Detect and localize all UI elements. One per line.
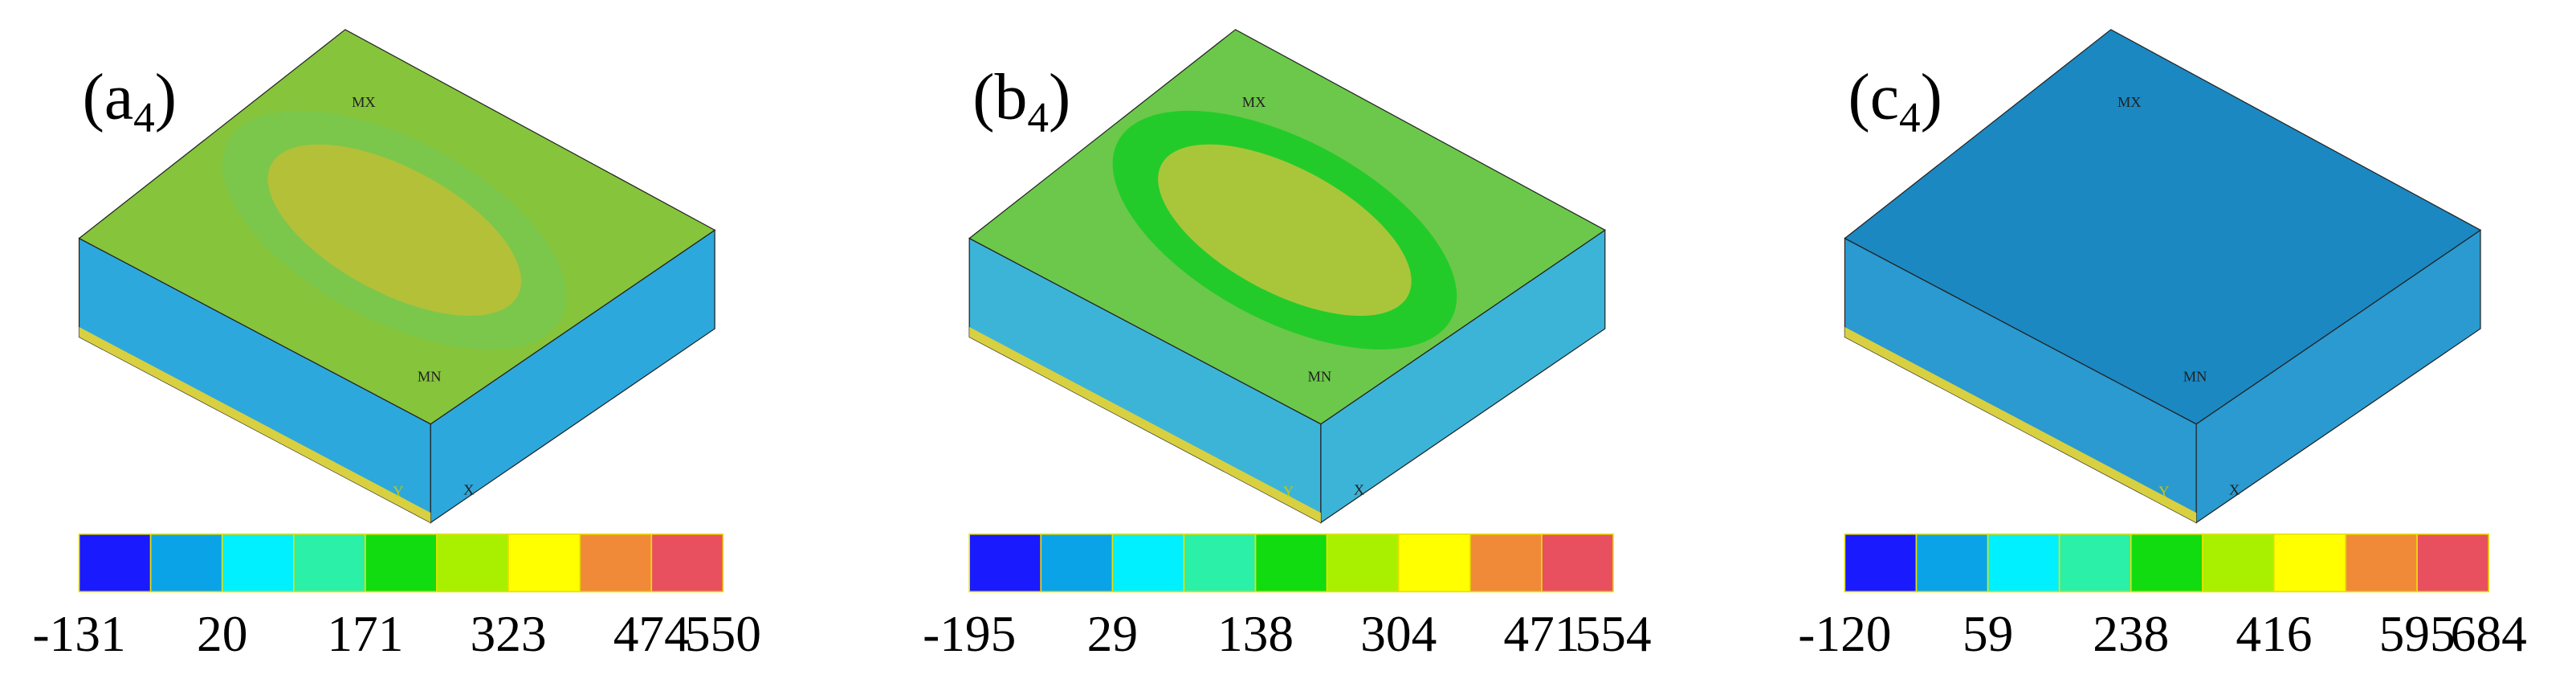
colorbar-segment xyxy=(2130,533,2203,593)
colorbar-segment xyxy=(365,533,438,593)
colorbar-tick-label: 474 xyxy=(613,606,690,662)
colorbar-segment xyxy=(1844,533,1918,593)
colorbar-tick-label: -131 xyxy=(32,606,125,662)
colorbar-segment xyxy=(1183,533,1257,593)
colorbar-segment xyxy=(1915,533,1989,593)
panel-label-close: ) xyxy=(155,59,177,133)
colorbar-tick-label: -195 xyxy=(923,606,1016,662)
colorbar-segment xyxy=(1469,533,1543,593)
colorbar-segment xyxy=(2273,533,2346,593)
max-label: MX xyxy=(2117,94,2142,110)
colorbar-segment xyxy=(650,533,724,593)
colorbar-tick-label: 684 xyxy=(2451,606,2527,662)
min-label: MN xyxy=(2183,369,2207,385)
panel-label: (c4) xyxy=(1848,59,1942,141)
panel-label: (b4) xyxy=(972,59,1070,141)
axis-x-label: X xyxy=(2229,482,2240,498)
colorbar-tick-label: 416 xyxy=(2236,606,2312,662)
colorbar-tick-label: 138 xyxy=(1217,606,1294,662)
colorbar-segment xyxy=(293,533,366,593)
colorbar-segment xyxy=(1326,533,1400,593)
axis-y-label: Y xyxy=(1283,484,1294,500)
contour-region xyxy=(267,144,522,317)
panel-label-open: (a xyxy=(83,59,134,133)
colorbar-tick-label: 20 xyxy=(197,606,247,662)
colorbar-tick-label: 595 xyxy=(2379,606,2456,662)
colorbar-tick-label: -120 xyxy=(1798,606,1891,662)
axis-x-label: X xyxy=(1354,482,1364,498)
colorbar-segment xyxy=(1111,533,1185,593)
colorbar-segment xyxy=(2345,533,2418,593)
colorbar-segment xyxy=(1040,533,1114,593)
colorbar-tick-label: 323 xyxy=(471,606,547,662)
colorbar-tick-label: 554 xyxy=(1575,606,1651,662)
axis-y-label: Y xyxy=(2158,484,2169,500)
colorbar-segment xyxy=(1254,533,1328,593)
axis-x-label: X xyxy=(463,482,474,498)
bottom-strip xyxy=(1844,327,2197,523)
colorbar-segment xyxy=(221,533,295,593)
colorbar-segment xyxy=(968,533,1042,593)
panel-label-open: (c xyxy=(1848,59,1900,133)
colorbar-segment xyxy=(2202,533,2275,593)
axis-y-label: Y xyxy=(393,484,403,500)
colorbar-segment xyxy=(1541,533,1614,593)
contour-region xyxy=(2033,144,2287,317)
min-label: MN xyxy=(1308,369,1332,385)
panel-label-sub: 4 xyxy=(1899,94,1921,141)
colorbar-segment xyxy=(1987,533,2060,593)
colorbar-tick-label: 471 xyxy=(1503,606,1579,662)
colorbar-segment xyxy=(507,533,581,593)
colorbar-segment xyxy=(436,533,509,593)
colorbar-tick-label: 59 xyxy=(1963,606,2013,662)
bottom-strip xyxy=(969,327,1321,523)
colorbar-segment xyxy=(78,533,152,593)
panel-label-sub: 4 xyxy=(1027,94,1049,141)
colorbar-tick-label: 304 xyxy=(1360,606,1437,662)
contour-region xyxy=(1158,144,1412,317)
max-label: MX xyxy=(1242,94,1266,110)
min-label: MN xyxy=(418,369,442,385)
panel-label-open: (b xyxy=(972,59,1027,133)
colorbar-tick-label: 29 xyxy=(1087,606,1138,662)
colorbar-segment xyxy=(579,533,653,593)
bottom-strip xyxy=(79,327,431,523)
panel-label-close: ) xyxy=(1049,59,1070,133)
colorbar-segment xyxy=(2416,533,2490,593)
colorbar-tick-label: 550 xyxy=(685,606,761,662)
colorbar-segment xyxy=(2058,533,2132,593)
max-label: MX xyxy=(352,94,376,110)
panel-label-close: ) xyxy=(1921,59,1942,133)
colorbar-segment xyxy=(1397,533,1471,593)
panel-label: (a4) xyxy=(83,59,177,141)
panel-label-sub: 4 xyxy=(133,94,155,141)
colorbar-segment xyxy=(149,533,223,593)
colorbar-tick-label: 238 xyxy=(2093,606,2169,662)
colorbar-tick-label: 171 xyxy=(327,606,403,662)
